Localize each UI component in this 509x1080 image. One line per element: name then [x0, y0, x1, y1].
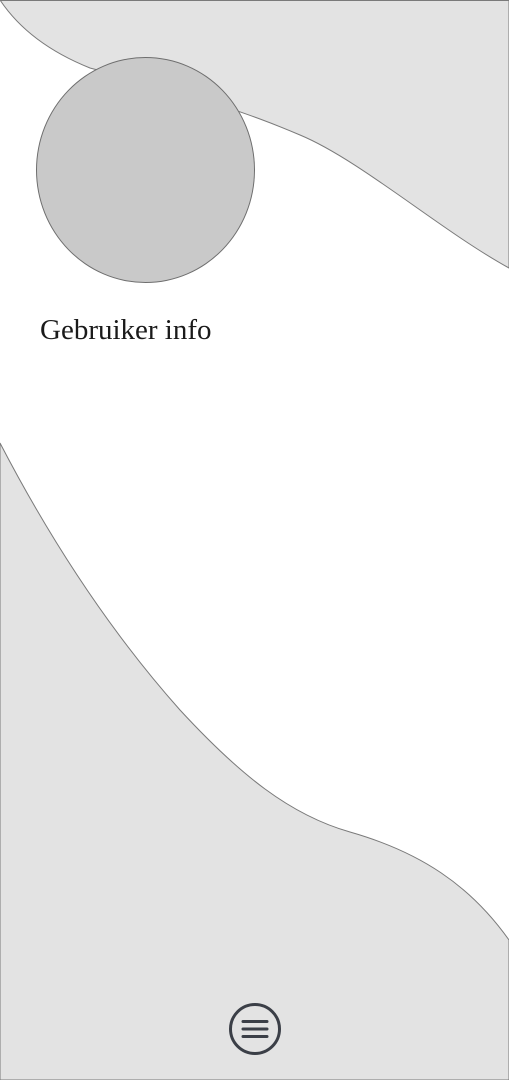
user-info-title: Gebruiker info	[40, 314, 212, 346]
menu-button[interactable]	[228, 1002, 282, 1056]
bottom-wave-shape	[0, 442, 509, 1080]
hamburger-menu-icon	[229, 1003, 281, 1055]
avatar[interactable]	[36, 57, 255, 283]
